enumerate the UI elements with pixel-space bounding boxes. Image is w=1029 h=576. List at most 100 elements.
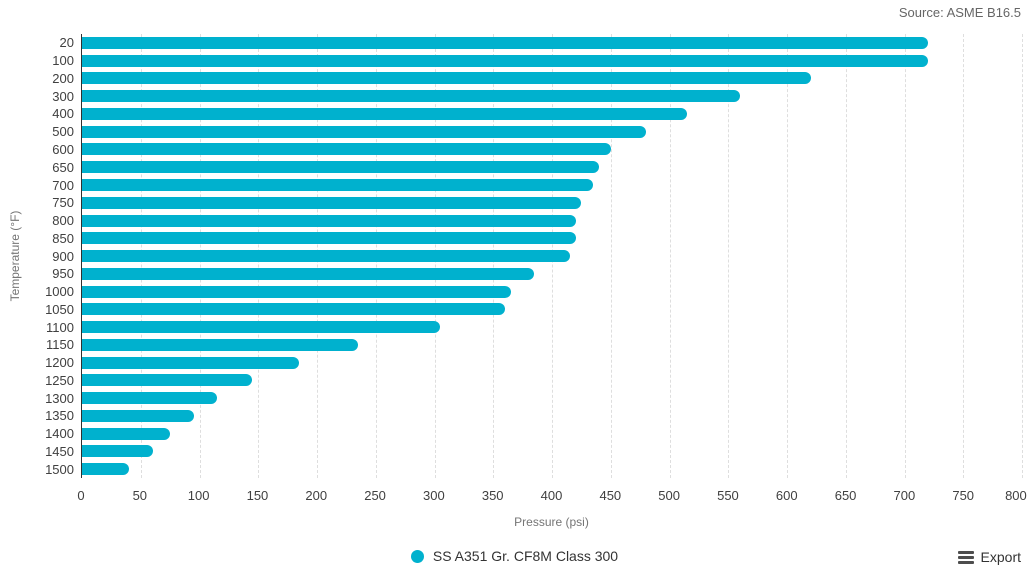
- bar-temp-650[interactable]: [82, 161, 599, 174]
- y-tick-label-850: 850: [52, 230, 74, 246]
- bar-temp-850[interactable]: [82, 232, 576, 245]
- gridline-450: [610, 34, 612, 478]
- y-tick-label-500: 500: [52, 124, 74, 140]
- bar-temp-200[interactable]: [82, 72, 811, 85]
- y-tick-label-800: 800: [52, 213, 74, 229]
- bar-row: [82, 123, 1022, 141]
- y-tick-label-650: 650: [52, 159, 74, 175]
- bar-temp-750[interactable]: [82, 196, 582, 209]
- y-tick-label-1350: 1350: [45, 408, 74, 424]
- bar-row: [82, 372, 1022, 390]
- bar-row: [82, 318, 1022, 336]
- bar-temp-400[interactable]: [82, 107, 688, 120]
- bar-temp-1050[interactable]: [82, 303, 505, 316]
- bar-temp-1000[interactable]: [82, 285, 511, 298]
- bar-temp-700[interactable]: [82, 179, 594, 191]
- x-tick-label-350: 350: [481, 488, 504, 503]
- y-tick-label-300: 300: [52, 88, 74, 104]
- y-tick-label-950: 950: [52, 266, 74, 282]
- gridline-750: [963, 34, 965, 478]
- x-tick-label-250: 250: [364, 488, 386, 503]
- y-tick-label-1250: 1250: [45, 372, 74, 388]
- bar-temp-1100[interactable]: [82, 321, 441, 334]
- legend-item[interactable]: SS A351 Gr. CF8M Class 300: [0, 548, 1029, 564]
- y-tick-label-1150: 1150: [46, 337, 74, 353]
- bar-row: [82, 354, 1022, 372]
- bar-row: [82, 425, 1022, 443]
- bar-row: [82, 158, 1022, 176]
- y-tick-label-1000: 1000: [45, 284, 74, 300]
- bar-row: [82, 87, 1022, 105]
- x-tick-label-800: 800: [1005, 488, 1027, 503]
- bar-row: [82, 176, 1022, 194]
- y-tick-label-1200: 1200: [45, 355, 74, 371]
- bar-row: [82, 194, 1022, 212]
- bar-row: [82, 247, 1022, 265]
- bar-temp-100[interactable]: [82, 54, 928, 67]
- bar-row: [82, 389, 1022, 407]
- bar-row: [82, 283, 1022, 301]
- bar-row: [82, 443, 1022, 461]
- bar-row: [82, 105, 1022, 123]
- bar-temp-1300[interactable]: [82, 392, 218, 405]
- y-tick-label-1400: 1400: [45, 426, 74, 442]
- export-label: Export: [980, 549, 1021, 565]
- x-tick-label-50: 50: [132, 488, 148, 503]
- bar-temp-1450[interactable]: [82, 445, 153, 458]
- x-tick-label-700: 700: [893, 488, 916, 503]
- bar-temp-1150[interactable]: [82, 338, 359, 351]
- bar-temp-500[interactable]: [82, 125, 646, 138]
- y-tick-label-600: 600: [52, 141, 74, 157]
- bar-row: [82, 336, 1022, 354]
- bar-row: [82, 460, 1022, 478]
- plot-area: [81, 34, 1023, 478]
- x-tick-label-550: 550: [717, 488, 739, 503]
- x-tick-label-400: 400: [540, 488, 563, 503]
- y-tick-label-1450: 1450: [45, 443, 74, 459]
- y-tick-label-200: 200: [52, 70, 74, 86]
- bar-temp-950[interactable]: [82, 267, 535, 280]
- gridline-800: [1022, 34, 1023, 478]
- source-label: Source: ASME B16.5: [898, 5, 1021, 20]
- bar-temp-1250[interactable]: [82, 374, 253, 387]
- bar-row: [82, 265, 1022, 283]
- y-axis-tick-labels: 20 100 200 300 400 500 600 650 700 750 800 850 900 95…: [0, 34, 74, 478]
- bar-row: [82, 141, 1022, 159]
- bar-temp-800[interactable]: [82, 214, 576, 227]
- bar-temp-600[interactable]: [82, 143, 611, 156]
- y-tick-label-900: 900: [52, 248, 74, 264]
- bar-temp-900[interactable]: [82, 250, 570, 263]
- bar-temp-1400[interactable]: [82, 427, 171, 440]
- bar-row: [82, 229, 1022, 247]
- bar-temp-1500[interactable]: [82, 463, 129, 476]
- x-tick-label-150: 150: [246, 488, 269, 503]
- gridline-500: [669, 34, 671, 478]
- bar-temp-1200[interactable]: [82, 356, 300, 369]
- x-tick-label-200: 200: [305, 488, 328, 503]
- export-button[interactable]: Export: [957, 549, 1021, 565]
- bar-row: [82, 300, 1022, 318]
- x-tick-label-500: 500: [658, 488, 680, 503]
- bar-row: [82, 70, 1022, 88]
- legend-label: SS A351 Gr. CF8M Class 300: [432, 548, 619, 564]
- legend-marker-icon: [410, 549, 424, 563]
- y-tick-label-1100: 1100: [46, 319, 74, 335]
- y-tick-label-750: 750: [52, 195, 74, 211]
- bar-temp-1350[interactable]: [82, 409, 194, 422]
- x-tick-label-600: 600: [775, 488, 798, 503]
- bar-temp-300[interactable]: [82, 90, 740, 103]
- bar-row: [82, 34, 1022, 52]
- gridline-700: [904, 34, 906, 478]
- bar-row: [82, 407, 1022, 425]
- gridline-550: [728, 34, 730, 478]
- y-tick-label-700: 700: [52, 177, 74, 193]
- y-tick-label-20: 20: [59, 35, 74, 51]
- bar-row: [82, 212, 1022, 230]
- x-axis-tick-labels: 0 50 100 150 200 250 300 350 400 450 500 550 600 650 7…: [77, 488, 1026, 504]
- y-tick-label-1500: 1500: [45, 461, 74, 477]
- x-tick-label-750: 750: [952, 488, 975, 503]
- bar-temp-20[interactable]: [82, 36, 928, 49]
- x-tick-label-650: 650: [834, 488, 857, 503]
- y-tick-label-1300: 1300: [45, 390, 74, 406]
